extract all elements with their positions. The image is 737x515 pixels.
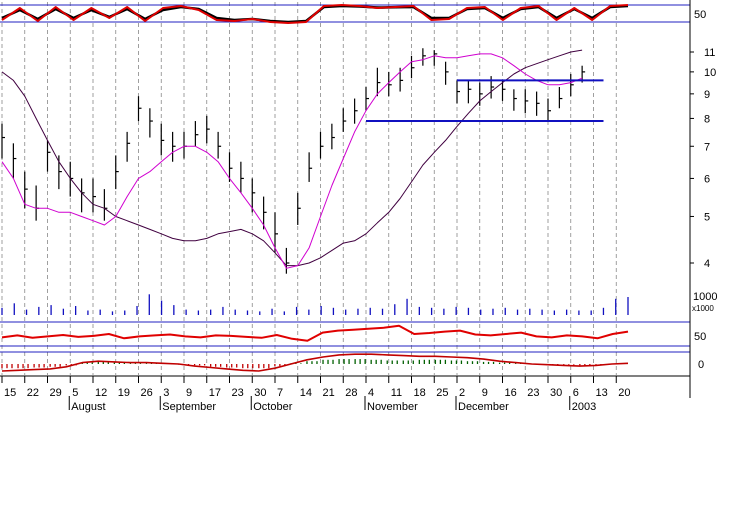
- day-tick-label: 3: [163, 387, 169, 399]
- day-tick-label: 17: [209, 387, 221, 399]
- price-tick-label: 7: [704, 141, 710, 153]
- macd-panel: [1, 353, 629, 372]
- stochastic-k-line: [1, 4, 629, 24]
- day-tick-label: 11: [391, 387, 402, 399]
- month-label: November: [367, 401, 418, 413]
- day-tick-label: 23: [232, 387, 244, 399]
- month-label: August: [71, 401, 105, 413]
- slow-moving-average-line: [1, 49, 583, 267]
- day-tick-label: 30: [254, 387, 266, 399]
- price-tick-label: 4: [704, 258, 710, 270]
- day-tick-label: 13: [596, 387, 608, 399]
- volume-tick-label: 1000: [693, 291, 717, 303]
- price-tick-label: 6: [704, 173, 710, 185]
- day-tick-label: 18: [414, 387, 426, 399]
- grid-lines: [1, 2, 617, 375]
- rsi-panel: [1, 324, 629, 342]
- price-panel: [1, 48, 604, 274]
- day-tick-label: 28: [345, 387, 357, 399]
- macd-tick-label: 0: [698, 359, 704, 371]
- month-label: December: [458, 401, 509, 413]
- day-tick-label: 25: [436, 387, 448, 399]
- day-tick-label: 7: [277, 387, 283, 399]
- day-tick-label: 19: [118, 387, 130, 399]
- volume-panel: [1, 294, 629, 315]
- day-tick-label: 23: [527, 387, 539, 399]
- day-tick-label: 29: [50, 387, 62, 399]
- volume-unit-label: x1000: [692, 304, 714, 313]
- day-tick-label: 9: [482, 387, 488, 399]
- day-tick-label: 6: [573, 387, 579, 399]
- fast-moving-average-line: [1, 53, 583, 269]
- day-tick-label: 9: [186, 387, 192, 399]
- day-tick-label: 12: [95, 387, 107, 399]
- day-tick-label: 26: [141, 387, 153, 399]
- price-tick-label: 10: [704, 67, 716, 79]
- day-tick-label: 16: [505, 387, 517, 399]
- price-tick-label: 11: [704, 47, 715, 59]
- day-tick-label: 5: [72, 387, 78, 399]
- day-tick-label: 2: [459, 387, 465, 399]
- day-tick-label: 20: [618, 387, 630, 399]
- time-axis: 15 22 29 5 12 19 26 3 9 17 23 30 7 14 21 28 4 11 18 25 2 9 16 2…: [1, 376, 631, 413]
- day-tick-label: 22: [27, 387, 39, 399]
- stochastic-panel: [1, 4, 629, 24]
- day-tick-label: 4: [368, 387, 374, 399]
- rsi-tick-label: 50: [694, 331, 706, 343]
- day-tick-label: 14: [300, 387, 312, 399]
- day-tick-label: 30: [550, 387, 562, 399]
- price-tick-label: 5: [704, 211, 710, 223]
- day-tick-label: 15: [4, 387, 16, 399]
- day-tick-label: 21: [323, 387, 335, 399]
- panel-frames: [0, 0, 691, 398]
- price-tick-label: 9: [704, 89, 710, 101]
- macd-line: [1, 353, 629, 372]
- month-label: October: [253, 401, 292, 413]
- month-label: 2003: [572, 401, 596, 413]
- stochastic-tick-label: 50: [694, 9, 706, 21]
- rsi-line: [1, 324, 629, 342]
- price-tick-label: 8: [704, 113, 710, 125]
- month-label: September: [162, 401, 216, 413]
